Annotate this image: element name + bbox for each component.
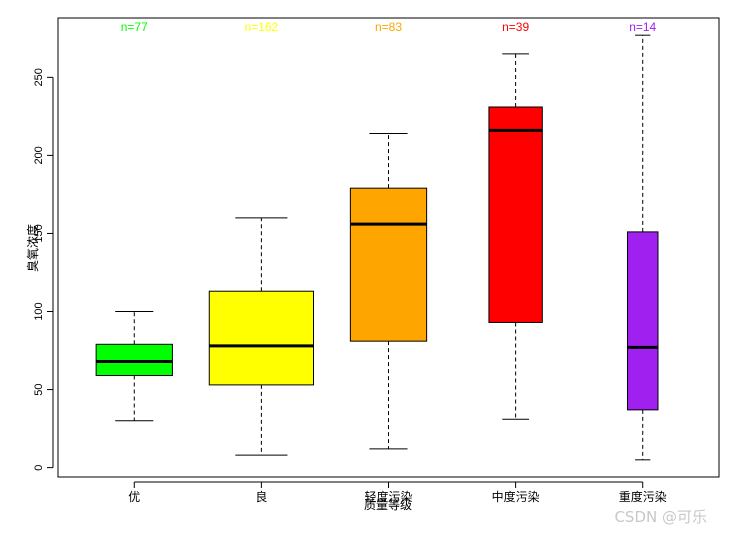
y-tick-label: 150 — [33, 224, 45, 242]
y-tick-label: 50 — [33, 383, 45, 395]
count-label: n=14 — [629, 20, 656, 34]
x-tick-label: 重度污染 — [619, 489, 667, 504]
x-tick-label: 优 — [128, 490, 140, 504]
count-label: n=162 — [245, 20, 279, 34]
box-iqr — [349, 187, 428, 342]
y-tick-label: 200 — [33, 146, 45, 164]
box-group: n=39 — [488, 20, 543, 420]
y-tick-label: 0 — [33, 465, 45, 471]
plot-frame — [57, 17, 720, 478]
box-iqr — [488, 106, 543, 323]
box-group: n=83 — [349, 20, 428, 450]
chart-marks: n=77 n=162 n=83 n=39 n=14 — [95, 20, 659, 461]
x-tick-label: 中度污染 — [492, 489, 540, 504]
y-axis: 0 50 100 150 200 250 — [33, 68, 54, 471]
x-tick-label: 良 — [255, 489, 267, 504]
x-tick-label: 轻度污染 — [364, 489, 412, 504]
box-iqr — [208, 290, 315, 386]
count-label: n=83 — [375, 20, 402, 34]
watermark: CSDN @可乐 — [614, 508, 707, 526]
x-axis-label: 质量等级 — [364, 498, 412, 512]
count-label: n=39 — [502, 20, 529, 34]
box-group: n=162 — [208, 20, 315, 456]
y-tick-label: 100 — [33, 302, 45, 320]
count-label: n=77 — [121, 20, 148, 34]
y-axis-label: 臭氧浓度 — [25, 224, 40, 272]
box-group: n=77 — [95, 20, 173, 422]
box-iqr — [95, 343, 173, 377]
y-tick-label: 250 — [33, 68, 45, 86]
box-group: n=14 — [626, 20, 659, 461]
x-axis: 优 良 轻度污染 中度污染 重度污染 — [128, 481, 667, 504]
box-iqr — [626, 231, 659, 411]
